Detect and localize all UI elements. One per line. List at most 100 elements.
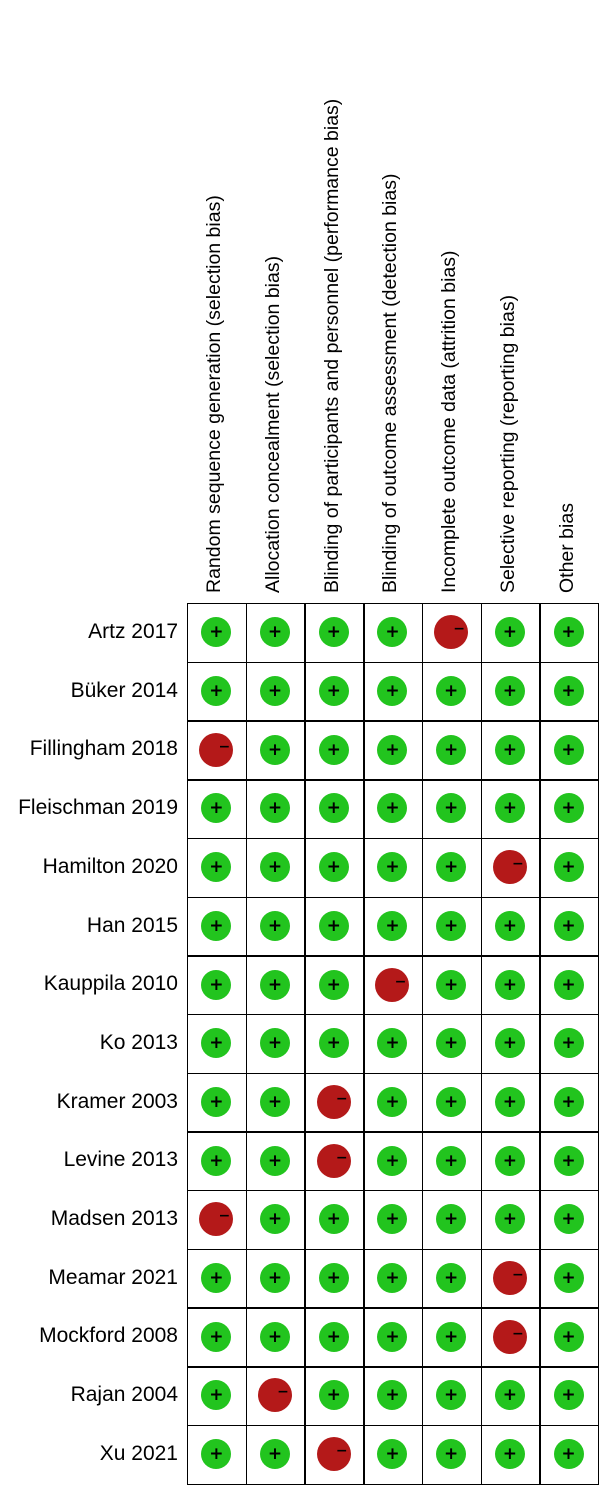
low-risk-dot bbox=[201, 676, 232, 707]
low-risk-dot bbox=[377, 1380, 408, 1411]
low-risk-dot bbox=[260, 1145, 291, 1176]
domain-header: Selective reporting (reporting bias) bbox=[496, 294, 519, 593]
low-risk-dot bbox=[553, 1380, 584, 1411]
study-label: Madsen 2013 bbox=[50, 1207, 178, 1230]
low-risk-dot bbox=[494, 1028, 525, 1059]
plus-icon: + bbox=[385, 857, 400, 878]
plus-icon: + bbox=[326, 857, 341, 878]
minus-icon: − bbox=[511, 1267, 524, 1284]
plus-icon: + bbox=[326, 1268, 341, 1289]
minus-icon: − bbox=[335, 1443, 348, 1460]
plus-icon: + bbox=[444, 1268, 459, 1289]
low-risk-dot bbox=[436, 1145, 467, 1176]
study-label: Levine 2013 bbox=[63, 1148, 178, 1172]
minus-icon: − bbox=[394, 973, 407, 990]
plus-icon: + bbox=[267, 1033, 283, 1054]
low-risk-dot bbox=[494, 1145, 525, 1176]
low-risk-dot bbox=[553, 1086, 584, 1117]
plus-icon: + bbox=[267, 1091, 283, 1112]
plus-icon: + bbox=[561, 681, 576, 702]
minus-icon: − bbox=[511, 856, 524, 873]
low-risk-dot bbox=[260, 1028, 291, 1059]
low-risk-dot bbox=[436, 1439, 467, 1470]
plus-icon: + bbox=[502, 622, 517, 643]
plus-icon: + bbox=[326, 681, 341, 702]
low-risk-dot bbox=[436, 676, 467, 707]
low-risk-dot bbox=[201, 910, 232, 941]
low-risk-dot bbox=[436, 734, 467, 765]
plus-icon: + bbox=[444, 1209, 459, 1230]
low-risk-dot bbox=[318, 617, 349, 648]
low-risk-dot bbox=[436, 793, 467, 824]
minus-icon: − bbox=[335, 1149, 348, 1166]
plus-icon: + bbox=[444, 1150, 459, 1171]
study-label: Rajan 2004 bbox=[70, 1383, 178, 1407]
plus-icon: + bbox=[209, 974, 224, 995]
plus-icon: + bbox=[267, 915, 283, 936]
plus-icon: + bbox=[267, 857, 283, 878]
high-risk-dot bbox=[492, 1319, 527, 1354]
low-risk-dot bbox=[553, 676, 584, 707]
plus-icon: + bbox=[267, 739, 283, 760]
low-risk-dot bbox=[553, 734, 584, 765]
low-risk-dot bbox=[260, 617, 291, 648]
judgement-grid: + + + + − + + + + + + + + + − + + + + + + + + + + + + + + + + + + − + + + + + +… bbox=[187, 603, 599, 1485]
plus-icon: + bbox=[561, 1033, 576, 1054]
plus-icon: + bbox=[267, 974, 283, 995]
low-risk-dot bbox=[260, 1086, 291, 1117]
low-risk-dot bbox=[494, 676, 525, 707]
plus-icon: + bbox=[267, 798, 283, 819]
plus-icon: + bbox=[502, 1091, 517, 1112]
plus-icon: + bbox=[444, 1091, 459, 1112]
plus-icon: + bbox=[561, 798, 576, 819]
low-risk-dot bbox=[318, 1028, 349, 1059]
plus-icon: + bbox=[444, 915, 459, 936]
plus-icon: + bbox=[209, 915, 224, 936]
plus-icon: + bbox=[385, 915, 400, 936]
plus-icon: + bbox=[561, 915, 576, 936]
low-risk-dot bbox=[201, 793, 232, 824]
low-risk-dot bbox=[494, 969, 525, 1000]
high-risk-dot bbox=[316, 1437, 351, 1472]
plus-icon: + bbox=[444, 798, 459, 819]
plus-icon: + bbox=[326, 974, 341, 995]
low-risk-dot bbox=[318, 1321, 349, 1352]
low-risk-dot bbox=[318, 793, 349, 824]
low-risk-dot bbox=[436, 1321, 467, 1352]
low-risk-dot bbox=[553, 852, 584, 883]
plus-icon: + bbox=[561, 1326, 576, 1347]
minus-icon: − bbox=[218, 1208, 231, 1225]
plus-icon: + bbox=[561, 739, 576, 760]
low-risk-dot bbox=[553, 1028, 584, 1059]
plus-icon: + bbox=[326, 915, 341, 936]
study-label: Fleischman 2019 bbox=[18, 796, 178, 820]
low-risk-dot bbox=[318, 910, 349, 941]
plus-icon: + bbox=[267, 1209, 283, 1230]
low-risk-dot bbox=[494, 1439, 525, 1470]
plus-icon: + bbox=[502, 915, 517, 936]
low-risk-dot bbox=[318, 1380, 349, 1411]
low-risk-dot bbox=[377, 676, 408, 707]
plus-icon: + bbox=[267, 1150, 283, 1171]
low-risk-dot bbox=[377, 734, 408, 765]
low-risk-dot bbox=[201, 1439, 232, 1470]
low-risk-dot bbox=[201, 1263, 232, 1294]
minus-icon: − bbox=[335, 1090, 348, 1107]
plus-icon: + bbox=[502, 1444, 517, 1465]
low-risk-dot bbox=[436, 852, 467, 883]
study-label: Kauppila 2010 bbox=[43, 972, 178, 996]
plus-icon: + bbox=[326, 1385, 341, 1406]
plus-icon: + bbox=[209, 1385, 224, 1406]
high-risk-dot bbox=[258, 1378, 293, 1413]
plus-icon: + bbox=[326, 1033, 341, 1054]
plus-icon: + bbox=[444, 1326, 459, 1347]
plus-icon: + bbox=[267, 622, 283, 643]
low-risk-dot bbox=[553, 1321, 584, 1352]
low-risk-dot bbox=[318, 676, 349, 707]
plus-icon: + bbox=[561, 974, 576, 995]
plus-icon: + bbox=[326, 1326, 341, 1347]
low-risk-dot bbox=[201, 969, 232, 1000]
high-risk-dot bbox=[492, 1261, 527, 1296]
low-risk-dot bbox=[260, 1321, 291, 1352]
